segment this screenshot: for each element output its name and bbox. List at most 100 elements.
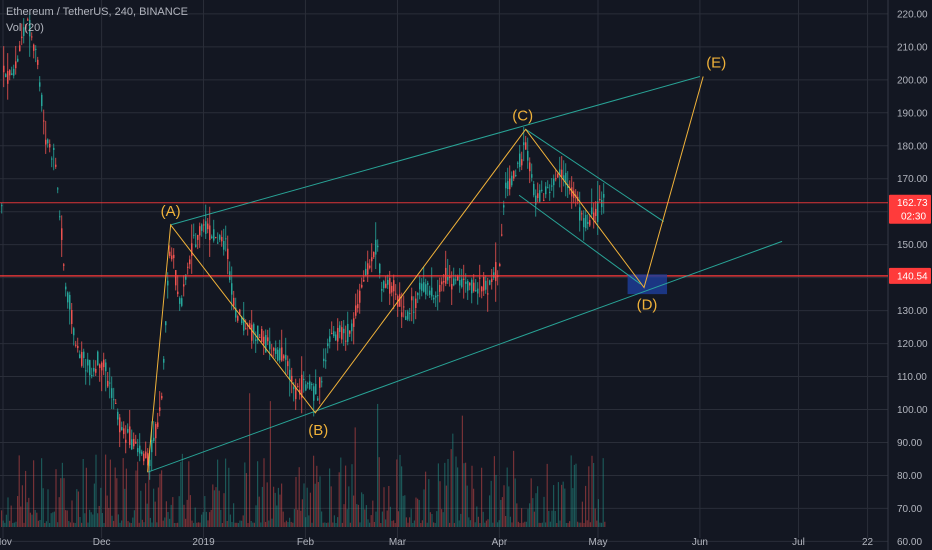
candle-body bbox=[41, 94, 43, 107]
candle-body bbox=[527, 151, 529, 161]
volume-bar bbox=[225, 458, 227, 527]
candle-body bbox=[499, 264, 501, 267]
volume-bar bbox=[151, 522, 153, 527]
candle-body bbox=[223, 240, 225, 250]
y-tick-label: 200.00 bbox=[897, 75, 928, 86]
volume-bar bbox=[284, 522, 286, 527]
volume-bar bbox=[74, 522, 76, 527]
candle-body bbox=[403, 306, 405, 308]
candle-body bbox=[253, 324, 255, 334]
volume-bar bbox=[453, 522, 455, 527]
volume-bar bbox=[372, 500, 374, 527]
volume-bar bbox=[589, 522, 591, 527]
x-tick-label: Apr bbox=[492, 537, 508, 548]
candle-body bbox=[363, 279, 365, 282]
volume-bar bbox=[4, 522, 6, 527]
volume-bar bbox=[237, 522, 239, 527]
candle-body bbox=[137, 448, 139, 453]
candle-body bbox=[597, 201, 599, 222]
volume-bar bbox=[172, 497, 174, 527]
candle-body bbox=[151, 439, 153, 453]
candle-body bbox=[589, 220, 591, 226]
candle-body bbox=[5, 74, 7, 77]
volume-bar bbox=[546, 463, 548, 527]
volume-bar bbox=[197, 522, 199, 527]
candle-body bbox=[109, 382, 111, 384]
candle-body bbox=[377, 245, 379, 248]
candle-body bbox=[423, 282, 425, 292]
volume-bar bbox=[111, 515, 113, 527]
candle-body bbox=[183, 284, 185, 287]
volume-bar bbox=[413, 520, 415, 527]
volume-bar bbox=[561, 484, 563, 527]
volume-bar bbox=[388, 485, 390, 527]
volume-bar bbox=[229, 514, 231, 527]
candle-body bbox=[31, 36, 33, 38]
candle-body bbox=[387, 279, 389, 285]
volume-bar bbox=[268, 520, 270, 527]
volume-bar bbox=[503, 485, 505, 527]
volume-bar bbox=[485, 520, 487, 527]
volume-bar bbox=[442, 512, 444, 527]
candle-body bbox=[97, 351, 99, 366]
volume-bar bbox=[269, 401, 271, 527]
candle-body bbox=[421, 283, 423, 291]
volume-bar bbox=[338, 472, 340, 527]
volume-bar bbox=[417, 498, 419, 527]
volume-bar bbox=[602, 458, 604, 527]
candle-body bbox=[549, 191, 551, 194]
x-tick-label: Dec bbox=[93, 537, 111, 548]
volume-bar bbox=[257, 461, 259, 527]
symbol-title: Ethereum / TetherUS, 240, BINANCE bbox=[6, 6, 188, 18]
volume-bar bbox=[287, 522, 289, 527]
inner-channel-lower-line bbox=[518, 194, 642, 285]
candle-body bbox=[71, 310, 73, 324]
volume-bar bbox=[226, 520, 228, 527]
candle-body bbox=[131, 439, 133, 450]
candle-body bbox=[209, 225, 211, 241]
candle-body bbox=[485, 280, 487, 290]
candle-body bbox=[523, 142, 525, 146]
volume-bar bbox=[578, 522, 580, 527]
candle-body bbox=[249, 323, 251, 329]
volume-bar bbox=[143, 522, 145, 527]
candle-body bbox=[321, 381, 323, 383]
volume-bar bbox=[178, 496, 180, 527]
wave-label: (C) bbox=[512, 107, 533, 124]
candle-body bbox=[39, 82, 41, 87]
volume-bar bbox=[559, 520, 561, 527]
volume-bar bbox=[5, 514, 7, 527]
candle-body bbox=[337, 327, 339, 342]
candle-body bbox=[43, 120, 45, 122]
candle-body bbox=[185, 274, 187, 280]
candle-body bbox=[365, 268, 367, 276]
volume-bar bbox=[545, 522, 547, 527]
candle-body bbox=[1, 205, 3, 207]
candle-body bbox=[265, 335, 267, 353]
candle-body bbox=[331, 333, 333, 335]
volume-bar bbox=[530, 478, 532, 527]
volume-bar bbox=[301, 499, 303, 527]
candle-body bbox=[17, 58, 19, 62]
volume-bar bbox=[581, 501, 583, 527]
candle-body bbox=[13, 68, 15, 76]
candle-body bbox=[87, 359, 89, 366]
volume-bar bbox=[356, 504, 358, 527]
candle-body bbox=[553, 178, 555, 186]
y-tick-label: 110.00 bbox=[897, 372, 927, 383]
candle-body bbox=[51, 158, 53, 160]
candle-body bbox=[177, 291, 179, 295]
volume-bar bbox=[557, 482, 559, 527]
volume-bar bbox=[593, 462, 595, 527]
volume-bar bbox=[444, 462, 446, 527]
candle-body bbox=[351, 323, 353, 332]
volume-bar bbox=[348, 486, 350, 527]
volume-bar bbox=[601, 522, 603, 527]
volume-bar bbox=[364, 509, 366, 527]
candle-body bbox=[561, 169, 563, 177]
y-tick-label: 90.00 bbox=[897, 438, 922, 449]
candle-body bbox=[571, 187, 573, 197]
candle-body bbox=[407, 311, 409, 320]
volume-indicator-label[interactable]: Vol (20) bbox=[6, 22, 44, 34]
